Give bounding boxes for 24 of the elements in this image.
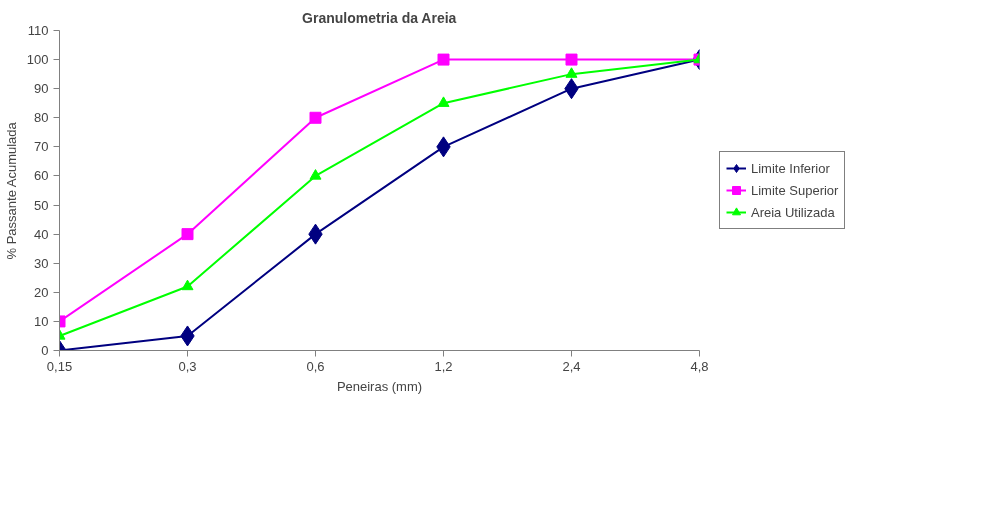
x-tick-label: 0,3 — [178, 358, 197, 374]
y-tick-label: 30 — [34, 255, 49, 271]
x-tick-label: 4,8 — [690, 358, 709, 374]
y-tick-label: 40 — [34, 226, 49, 242]
y-tick-label: 70 — [34, 139, 49, 155]
y-tick-label: 60 — [34, 168, 49, 184]
legend-label: Limite Superior — [751, 182, 839, 198]
y-tick-label: 80 — [34, 110, 49, 126]
chart-title: Granulometria da Areia — [302, 9, 457, 26]
x-tick-label: 2,4 — [562, 358, 581, 374]
x-axis-title: Peneiras (mm) — [336, 378, 423, 394]
y-tick-label: 10 — [34, 313, 49, 329]
y-tick-label: 0 — [41, 343, 49, 358]
y-tick-label: 110 — [27, 23, 49, 38]
x-tick-label: 0,6 — [306, 358, 325, 374]
y-tick-label: 90 — [34, 81, 49, 97]
y-tick-label: 20 — [34, 284, 49, 300]
x-tick-label: 1,2 — [434, 358, 453, 374]
x-tick-label: 0,15 — [46, 358, 73, 374]
y-tick-label: 100 — [26, 52, 49, 68]
y-axis-title: % Passante Acumulada — [3, 121, 19, 260]
legend-label: Areia Utilizada — [751, 204, 835, 220]
legend-label: Limite Inferior — [751, 160, 830, 176]
y-tick-label: 50 — [34, 197, 49, 213]
